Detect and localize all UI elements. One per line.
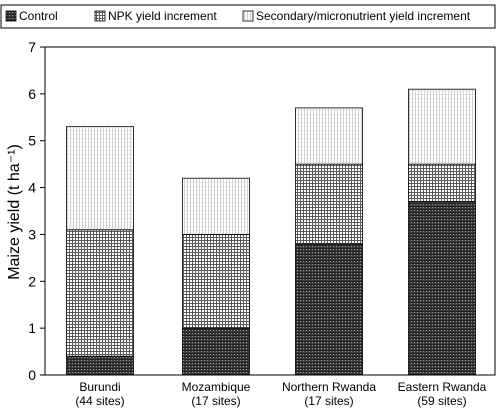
bar-segment-control	[66, 355, 134, 376]
x-category-label: Northern Rwanda (17 sites)	[282, 380, 376, 408]
y-tick-label: 0	[28, 367, 36, 383]
x-category-label: Eastern Rwanda (59 sites)	[398, 380, 487, 408]
bar-segment-npk	[66, 229, 134, 357]
bar-segment-npk	[408, 163, 476, 203]
y-tick-label: 1	[28, 320, 36, 336]
legend-swatch-control	[5, 10, 17, 22]
y-tick-label: 3	[28, 226, 36, 242]
x-axis-labels: Burundi (44 sites) Mozambique (17 sites) Nor…	[75, 380, 486, 408]
bars	[66, 88, 476, 376]
y-tick-label: 6	[28, 86, 36, 102]
x-category-label: Burundi (44 sites)	[75, 380, 124, 408]
bar-segment-micro	[182, 177, 250, 235]
legend-label-control: Control	[19, 9, 58, 23]
bar-segment-micro	[66, 126, 134, 231]
legend: Control NPK yield increment Secondary/mi…	[0, 4, 496, 29]
bar-segment-npk	[295, 163, 363, 245]
y-tick-label: 5	[28, 133, 36, 149]
y-axis: 0 1 2 3 4 5 6 7	[28, 39, 45, 383]
y-tick-label: 7	[28, 39, 36, 55]
legend-swatch-npk	[94, 10, 106, 22]
bar-segment-control	[182, 327, 250, 376]
y-axis-title: Maize yield (t ha⁻¹)	[6, 144, 23, 280]
plot-frame	[44, 46, 496, 376]
x-category-label: Mozambique (17 sites)	[182, 380, 251, 408]
y-tick-label: 4	[28, 180, 36, 196]
bar-segment-control	[295, 243, 363, 376]
legend-label-npk: NPK yield increment	[108, 9, 217, 23]
bar-segment-micro	[408, 88, 476, 165]
legend-swatch-micro	[242, 10, 254, 22]
bar-segment-control	[408, 201, 476, 376]
y-tick-label: 2	[28, 273, 36, 289]
legend-label-micro: Secondary/micronutrient yield increment	[256, 9, 471, 23]
bar-segment-npk	[182, 234, 250, 329]
bar-segment-micro	[295, 107, 363, 165]
